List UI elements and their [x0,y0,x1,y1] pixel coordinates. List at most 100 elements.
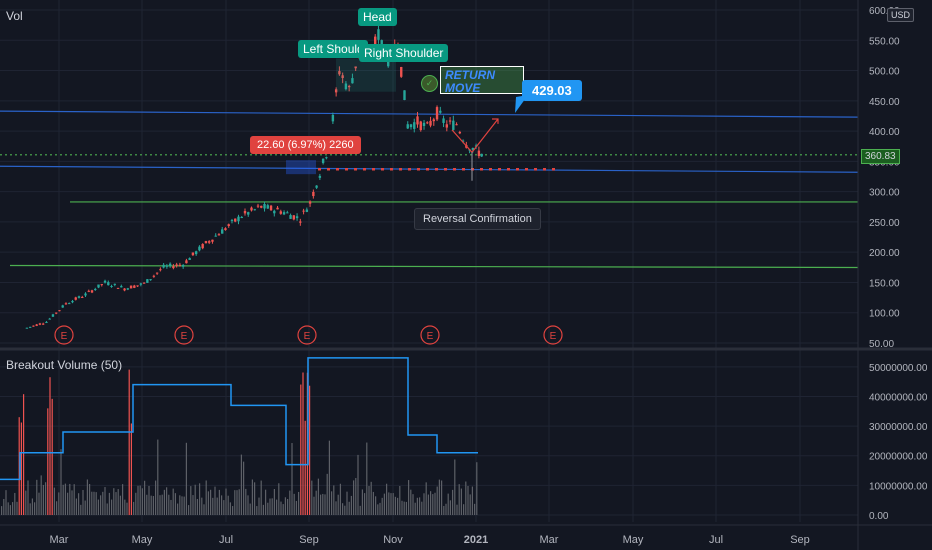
volume-bar [174,493,176,515]
volume-bar [324,494,326,515]
volume-bar [353,480,355,515]
currency-badge[interactable]: USD [887,8,915,22]
volume-bar [80,504,82,515]
volume-bar [269,498,271,515]
volume-bar [379,502,381,515]
candle-body [77,296,81,298]
candle-body [347,85,351,88]
volume-bar [47,408,49,515]
volume-bar [394,496,396,515]
volume-bar [276,499,278,515]
candle-body [445,124,449,128]
volume-bar [36,479,38,515]
volume-bar [188,505,190,515]
candle-body [234,218,237,222]
y-tick-label: 400.00 [869,127,900,138]
volume-bar [7,502,9,515]
volume-bar [467,485,469,515]
volume-bar [350,495,352,515]
volume-bar [201,497,203,515]
volume-bar [416,497,418,515]
volume-bar [463,504,465,515]
volume-bar [423,493,425,515]
candle-body [276,207,279,210]
pattern-zone [336,58,396,92]
volume-tick-label: 30000000.00 [869,422,928,433]
volume-bar [344,505,346,515]
volume-bar [236,490,238,515]
candle-body [51,314,55,317]
candle-body [422,122,426,126]
volume-pane-title[interactable]: Breakout Volume (50) [6,358,123,372]
candle-body [71,300,74,303]
candle-body [299,221,302,223]
candle-body [116,287,120,289]
candle-body [90,290,94,293]
volume-bar [40,475,42,515]
candle-body [142,282,146,284]
volume-bar [355,478,357,515]
volume-bar [64,483,66,515]
volume-bar [93,491,95,515]
earnings-marker: E [304,331,311,342]
volume-bar [216,497,218,515]
volume-bar [262,504,264,515]
y-tick-label: 600.00 [869,6,900,17]
volume-bar [168,494,170,515]
volume-bar [390,493,392,515]
volume-bar [405,501,407,515]
volume-bar [194,484,196,515]
volume-bar [342,503,344,515]
reversal-confirmation-note: Reversal Confirmation [414,208,541,230]
volume-bar [27,480,29,515]
x-tick-label: Mar [50,534,69,546]
candle-body [97,284,100,288]
volume-bar [89,483,91,515]
volume-bar [45,482,47,515]
volume-toggle-label[interactable]: Vol [6,9,23,23]
candle-body [286,212,289,214]
volume-bar [139,485,141,515]
volume-bar [152,496,154,515]
volume-bar [122,484,124,515]
candle-body [480,153,483,157]
candle-body [292,215,296,220]
candle-body [315,185,318,188]
candle-body [126,288,130,290]
volume-bar [460,488,462,515]
candle-body [237,216,240,222]
volume-bar [326,473,328,515]
candle-body [321,158,325,164]
volume-bar [251,479,253,515]
candle-body [325,157,328,159]
candle-body [81,296,84,298]
candle-body [55,312,58,314]
volume-bar [278,483,280,515]
volume-bar [34,502,36,515]
volume-bar [5,490,7,515]
volume-bar [372,491,374,515]
volume-bar [348,501,350,515]
y-tick-label: 150.00 [869,278,900,289]
earnings-marker: E [181,331,188,342]
candle-body [403,90,406,101]
volume-bar [392,493,394,515]
volume-bar [377,504,379,515]
support-line [9,264,859,269]
candle-body [152,275,156,277]
volume-bar [75,498,77,515]
volume-bar [108,492,110,515]
candle-body [247,212,250,215]
volume-bar [67,492,69,515]
head-label: Head [358,8,397,26]
candle-body [273,210,276,214]
x-tick-label: Jul [709,534,723,546]
volume-bar [1,506,3,515]
checkmark-icon: ✓ [421,75,438,92]
candle-body [123,288,126,291]
candle-body [159,269,162,271]
x-tick-label: Sep [790,534,810,546]
volume-bar [86,479,88,515]
volume-bar [31,498,33,515]
